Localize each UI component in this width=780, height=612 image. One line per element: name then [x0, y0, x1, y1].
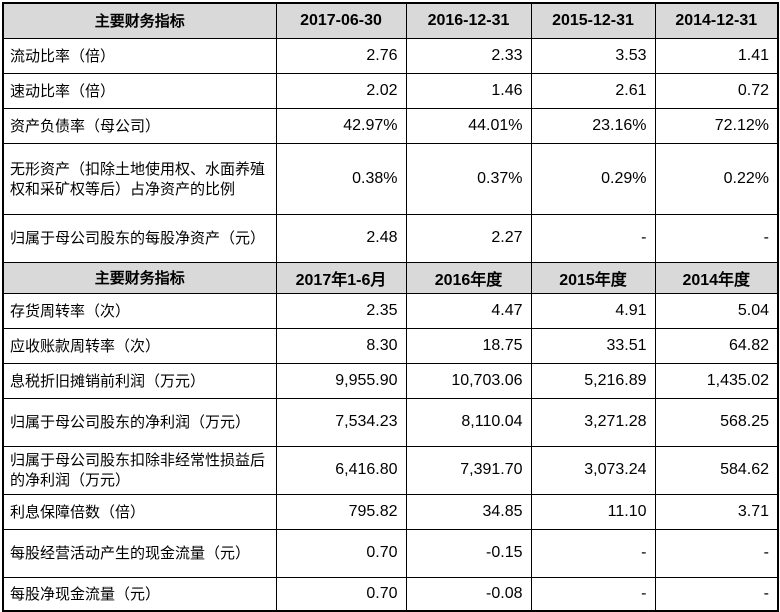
cell-value: 23.16%: [530, 107, 656, 144]
cell-value: 1,435.02: [654, 362, 779, 399]
table-row: 无形资产（扣除土地使用权、水面养殖权和采矿权等后）占净资产的比例 0.38% 0…: [2, 142, 779, 215]
cell-value: 6,416.80: [275, 445, 407, 495]
row-label: 存货周转率（次）: [2, 292, 277, 329]
header-col: 2017-06-30: [275, 2, 407, 39]
header-col: 2015-12-31: [530, 2, 656, 39]
cell-value: 3.71: [654, 493, 779, 530]
cell-value: 2.48: [275, 213, 407, 263]
row-label: 利息保障倍数（倍）: [2, 493, 277, 530]
cell-value: 2.61: [530, 72, 656, 109]
cell-value: 2.76: [275, 37, 407, 74]
cell-value: 0.70: [275, 528, 407, 578]
table-row: 存货周转率（次） 2.35 4.47 4.91 5.04: [2, 292, 779, 329]
header-label: 主要财务指标: [2, 261, 277, 294]
header-col: 2014-12-31: [654, 2, 779, 39]
cell-value: 0.72: [654, 72, 779, 109]
row-label: 归属于母公司股东扣除非经常性损益后的净利润（万元）: [2, 445, 277, 495]
cell-value: 2.33: [405, 37, 532, 74]
table-row: 利息保障倍数（倍） 795.82 34.85 11.10 3.71: [2, 493, 779, 530]
header-col: 2015年度: [530, 261, 656, 294]
cell-value: 4.91: [530, 292, 656, 329]
header-col: 2014年度: [654, 261, 779, 294]
header-row-balance: 主要财务指标 2017-06-30 2016-12-31 2015-12-31 …: [2, 2, 779, 39]
cell-value: -: [530, 576, 656, 612]
row-label: 息税折旧摊销前利润（万元）: [2, 362, 277, 399]
header-col: 2017年1-6月: [275, 261, 407, 294]
cell-value: 72.12%: [654, 107, 779, 144]
cell-value: 64.82: [654, 327, 779, 364]
cell-value: 7,391.70: [405, 445, 532, 495]
table-row: 归属于母公司股东的每股净资产（元） 2.48 2.27 - -: [2, 213, 779, 263]
table-row: 息税折旧摊销前利润（万元） 9,955.90 10,703.06 5,216.8…: [2, 362, 779, 399]
cell-value: 2.02: [275, 72, 407, 109]
cell-value: 795.82: [275, 493, 407, 530]
row-label: 速动比率（倍）: [2, 72, 277, 109]
header-col: 2016-12-31: [405, 2, 532, 39]
cell-value: 7,534.23: [275, 397, 407, 447]
table-row: 应收账款周转率（次） 8.30 18.75 33.51 64.82: [2, 327, 779, 364]
cell-value: 0.22%: [654, 142, 779, 215]
cell-value: 5,216.89: [530, 362, 656, 399]
header-row-period: 主要财务指标 2017年1-6月 2016年度 2015年度 2014年度: [2, 261, 779, 294]
row-label: 每股经营活动产生的现金流量（元）: [2, 528, 277, 578]
table-row: 速动比率（倍） 2.02 1.46 2.61 0.72: [2, 72, 779, 109]
cell-value: 2.27: [405, 213, 532, 263]
row-label: 应收账款周转率（次）: [2, 327, 277, 364]
cell-value: -: [654, 528, 779, 578]
cell-value: -: [530, 528, 656, 578]
cell-value: 44.01%: [405, 107, 532, 144]
cell-value: 0.38%: [275, 142, 407, 215]
row-label: 流动比率（倍）: [2, 37, 277, 74]
cell-value: 34.85: [405, 493, 532, 530]
cell-value: 8.30: [275, 327, 407, 364]
cell-value: -0.15: [405, 528, 532, 578]
cell-value: -: [530, 213, 656, 263]
cell-value: 10,703.06: [405, 362, 532, 399]
cell-value: 0.70: [275, 576, 407, 612]
cell-value: 584.62: [654, 445, 779, 495]
table-row: 每股经营活动产生的现金流量（元） 0.70 -0.15 - -: [2, 528, 779, 578]
table-row: 每股净现金流量（元） 0.70 -0.08 - -: [2, 576, 779, 612]
cell-value: 8,110.04: [405, 397, 532, 447]
cell-value: 1.41: [654, 37, 779, 74]
table-row: 流动比率（倍） 2.76 2.33 3.53 1.41: [2, 37, 779, 74]
cell-value: -: [654, 576, 779, 612]
cell-value: 11.10: [530, 493, 656, 530]
table-row: 归属于母公司股东的净利润（万元） 7,534.23 8,110.04 3,271…: [2, 397, 779, 447]
cell-value: 33.51: [530, 327, 656, 364]
header-col: 2016年度: [405, 261, 532, 294]
row-label: 无形资产（扣除土地使用权、水面养殖权和采矿权等后）占净资产的比例: [2, 142, 277, 215]
row-label: 资产负债率（母公司）: [2, 107, 277, 144]
row-label: 每股净现金流量（元）: [2, 576, 277, 612]
cell-value: 3.53: [530, 37, 656, 74]
row-label: 归属于母公司股东的每股净资产（元）: [2, 213, 277, 263]
cell-value: 0.29%: [530, 142, 656, 215]
cell-value: 9,955.90: [275, 362, 407, 399]
cell-value: 2.35: [275, 292, 407, 329]
cell-value: 3,271.28: [530, 397, 656, 447]
row-label: 归属于母公司股东的净利润（万元）: [2, 397, 277, 447]
cell-value: 5.04: [654, 292, 779, 329]
cell-value: 4.47: [405, 292, 532, 329]
cell-value: 18.75: [405, 327, 532, 364]
cell-value: 568.25: [654, 397, 779, 447]
cell-value: 42.97%: [275, 107, 407, 144]
table-row: 归属于母公司股东扣除非经常性损益后的净利润（万元） 6,416.80 7,391…: [2, 445, 779, 495]
cell-value: -0.08: [405, 576, 532, 612]
header-label: 主要财务指标: [2, 2, 277, 39]
cell-value: -: [654, 213, 779, 263]
cell-value: 3,073.24: [530, 445, 656, 495]
cell-value: 0.37%: [405, 142, 532, 215]
cell-value: 1.46: [405, 72, 532, 109]
table-row: 资产负债率（母公司） 42.97% 44.01% 23.16% 72.12%: [2, 107, 779, 144]
